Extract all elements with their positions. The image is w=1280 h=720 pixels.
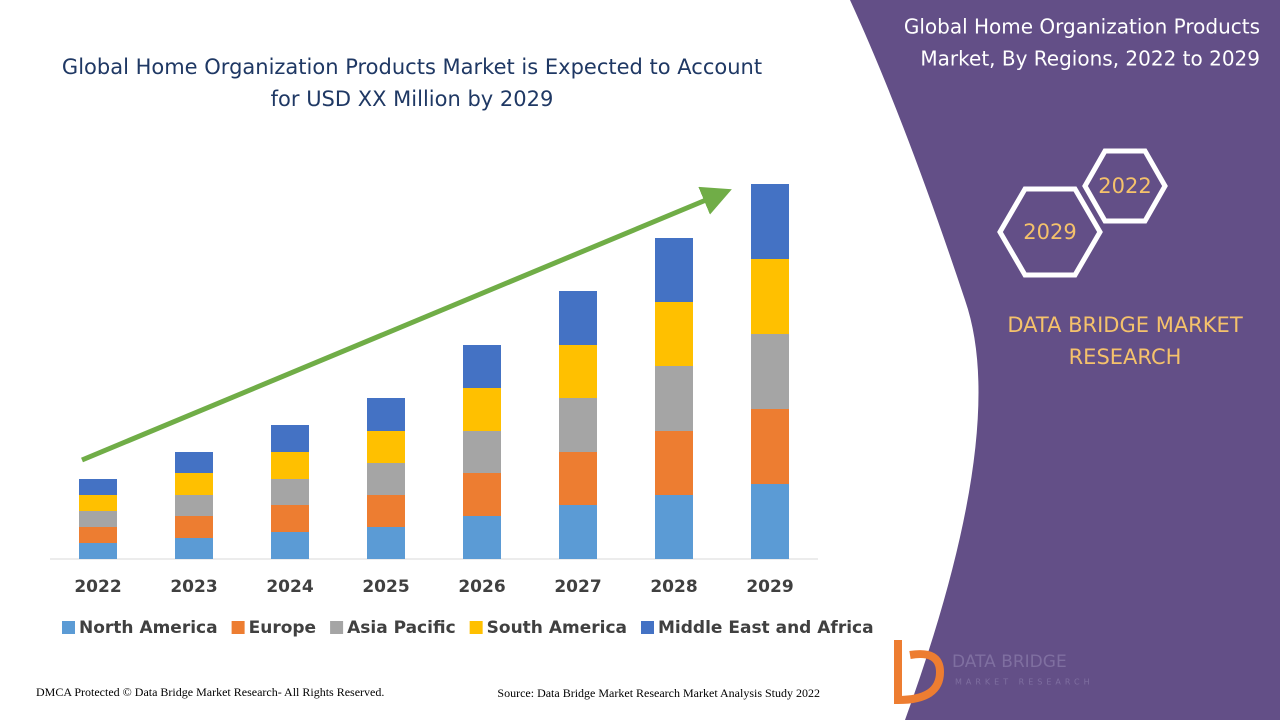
bar-segment: [559, 452, 597, 505]
bar-segment: [751, 184, 789, 259]
bar-segment: [751, 259, 789, 334]
hex-label: 2029: [1023, 220, 1076, 244]
legend-label: South America: [487, 618, 627, 638]
bar-segment: [655, 495, 693, 559]
bar-segment: [463, 431, 501, 473]
bar-segment: [367, 463, 405, 495]
brand: RESEARCH: [1069, 345, 1182, 369]
bar-segment: [367, 527, 405, 559]
logo-mark: [894, 640, 945, 705]
x-tick-label: 2024: [266, 577, 313, 597]
side-panel: [850, 0, 1280, 720]
bar-segment: [751, 484, 789, 559]
bar-segment: [559, 398, 597, 452]
x-tick-label: 2028: [650, 577, 697, 597]
legend-swatch: [62, 621, 75, 634]
legend-label: Asia Pacific: [347, 618, 456, 638]
legend-swatch: [330, 621, 344, 634]
bar-segment: [751, 334, 789, 409]
x-tick-label: 2025: [362, 577, 409, 597]
bar-segment: [655, 431, 693, 495]
bar-segment: [367, 495, 405, 527]
bar-segment: [79, 495, 117, 511]
bar-segment: [655, 238, 693, 302]
trend-arrow: [81, 186, 732, 463]
hex-label: 2022: [1098, 174, 1151, 198]
logo-name: DATA BRIDGE: [952, 652, 1067, 672]
brand: DATA BRIDGE MARKET: [1007, 313, 1242, 337]
bar-segment: [175, 516, 213, 538]
bar-segment: [175, 473, 213, 495]
footer-left: DMCA Protected © Data Bridge Market Rese…: [36, 685, 384, 699]
panel-title: Global Home Organization Products: [904, 15, 1260, 39]
chart-title: for USD XX Million by 2029: [271, 87, 554, 111]
bar-segment: [79, 511, 117, 527]
legend-label: Europe: [249, 618, 316, 638]
legend-label: Middle East and Africa: [658, 618, 874, 638]
bar-segment: [271, 479, 309, 505]
bar-segment: [79, 527, 117, 543]
legend-swatch: [231, 621, 245, 634]
bar-segment: [463, 473, 501, 516]
hexagon: [997, 186, 1103, 278]
bar-segment: [559, 345, 597, 398]
x-tick-label: 2026: [458, 577, 505, 597]
x-tick-label: 2022: [74, 577, 121, 597]
bar-segment: [79, 479, 117, 495]
chart-title: Global Home Organization Products Market…: [62, 55, 762, 79]
footer-right: Source: Data Bridge Market Research Mark…: [497, 686, 820, 700]
bar-segment: [175, 538, 213, 559]
logo-tagline: MARKET RESEARCH: [955, 678, 1094, 687]
bar-segment: [463, 516, 501, 559]
bar-segment: [271, 532, 309, 559]
bar-segment: [271, 505, 309, 532]
bar-segment: [367, 398, 405, 431]
bar-segment: [463, 345, 501, 388]
legend-swatch: [641, 621, 654, 634]
bar-segment: [175, 452, 213, 473]
bar-segment: [559, 505, 597, 559]
bar-segment: [751, 409, 789, 484]
x-tick-label: 2023: [170, 577, 217, 597]
bar-segment: [463, 388, 501, 431]
bar-segment: [271, 425, 309, 452]
bar-segment: [79, 543, 117, 559]
bar-segment: [559, 291, 597, 345]
x-tick-label: 2029: [746, 577, 793, 597]
bar-segment: [271, 452, 309, 479]
bar-segment: [655, 302, 693, 366]
bar-segment: [367, 431, 405, 463]
legend-label: North America: [79, 618, 218, 638]
bar-segment: [175, 495, 213, 516]
panel-title: Market, By Regions, 2022 to 2029: [920, 47, 1260, 71]
x-tick-label: 2027: [554, 577, 601, 597]
bar-segment: [655, 366, 693, 431]
legend-swatch: [469, 621, 483, 634]
hexagon: [1082, 148, 1168, 224]
